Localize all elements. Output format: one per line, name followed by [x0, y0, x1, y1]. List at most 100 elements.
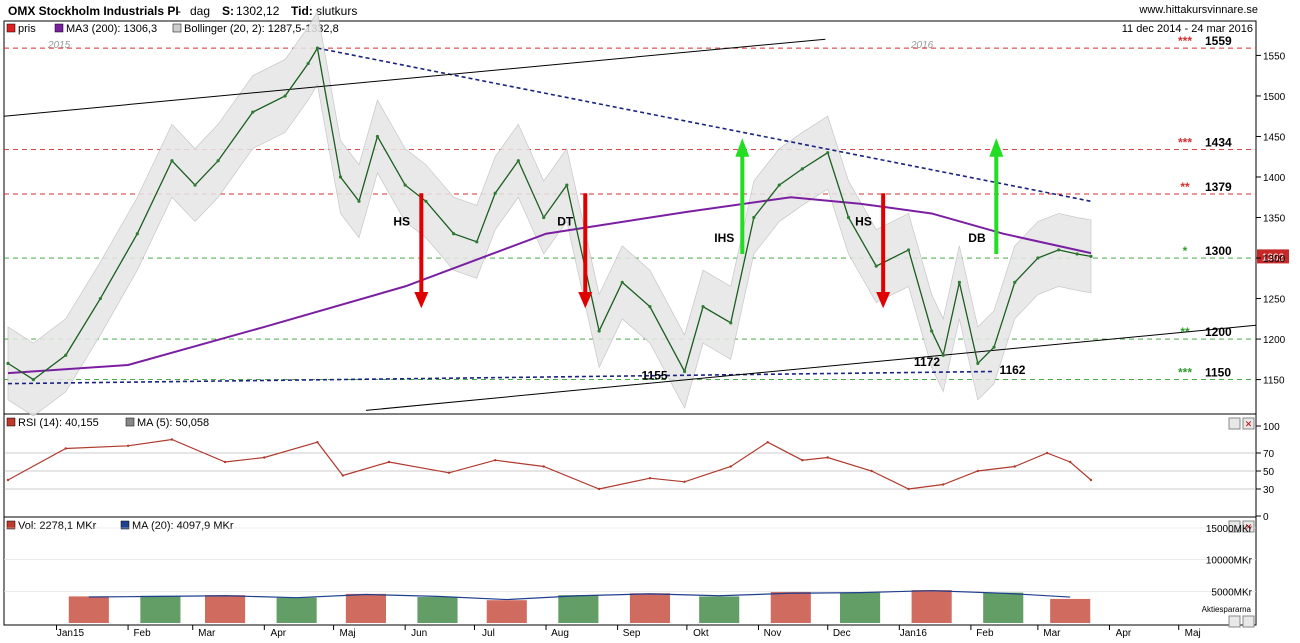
price-point — [800, 167, 804, 171]
rsi-point — [1013, 465, 1016, 468]
price-y-tick-label: 1400 — [1263, 173, 1286, 184]
pattern-label: HS — [393, 215, 410, 229]
tid-value: slutkurs — [316, 4, 358, 18]
close-icon: ✕ — [1245, 522, 1253, 532]
level-label: 1559 — [1205, 34, 1232, 48]
source-label: Aktiespararna — [1202, 605, 1252, 614]
sell-arrow-head — [876, 292, 891, 309]
current-price-tag — [1257, 249, 1289, 264]
price-point — [216, 159, 220, 163]
channel-line-upper — [3, 38, 826, 117]
rsi-panel-buttons: ✕ ✕ — [1228, 417, 1255, 628]
level-stars: ** — [1180, 180, 1190, 194]
rsi-point — [1089, 478, 1093, 482]
tid-label: Tid: — [291, 4, 313, 18]
period-label: dag — [190, 4, 211, 18]
price-point — [846, 215, 851, 220]
volume-bar — [1050, 598, 1091, 623]
price-point — [992, 345, 996, 349]
site-url[interactable]: www.hittakursvinnare.se — [1139, 4, 1258, 16]
current-price-label: 1302 — [1262, 252, 1285, 263]
rsi-point — [976, 469, 980, 473]
x-tick-label: Aug — [551, 628, 569, 639]
volume-bar — [840, 592, 881, 623]
legend-swatch-vol-ma — [120, 520, 130, 530]
buy-arrow-head — [989, 138, 1004, 157]
price-point — [6, 361, 10, 365]
price-point — [930, 329, 934, 333]
axes: 1150 1200 1250 1300 1350 1400 1450 1500 1550 0 30 5… — [55, 51, 1286, 639]
price-point — [31, 377, 36, 382]
price-point — [1036, 256, 1040, 260]
volume-bar — [486, 600, 527, 623]
legend-swatch-ma — [54, 23, 64, 33]
year-label-2015: 2015 — [47, 40, 71, 51]
volume-close-button[interactable] — [1242, 520, 1255, 533]
x-tick-label: Maj — [340, 628, 356, 639]
rsi-point — [387, 460, 391, 464]
pattern-label: DB — [968, 231, 986, 245]
price-point — [493, 191, 497, 195]
price-point — [906, 248, 911, 252]
price-line — [7, 46, 1092, 381]
price-point — [98, 296, 102, 301]
rsi-point — [941, 483, 945, 486]
legend-ma: MA3 (200): 1306,3 — [66, 23, 157, 35]
volume-bar — [68, 596, 109, 623]
price-point — [729, 321, 733, 325]
rsi-point — [316, 441, 319, 444]
instrument-name: OMX Stockholm Industrials PI — [8, 4, 179, 18]
legend-swatch-rsi — [6, 417, 16, 427]
legend-swatch-vol — [6, 520, 16, 530]
volume-plot — [4, 527, 1256, 623]
level-stars: *** — [1178, 366, 1192, 380]
level-stars: *** — [1178, 34, 1192, 48]
trendline — [317, 47, 1092, 203]
legend-swatch-rsi-ma — [125, 417, 135, 427]
price-point — [752, 215, 756, 220]
trendline — [7, 370, 995, 385]
pattern-label: HS — [855, 215, 872, 229]
x-tick-label: Okt — [693, 628, 709, 639]
x-tick-label: Sep — [623, 628, 641, 639]
x-tick-label: Mar — [198, 628, 216, 639]
price-point — [1089, 254, 1093, 258]
remove-panel-button[interactable] — [1242, 615, 1255, 628]
rsi-point — [6, 478, 10, 482]
volume-bar — [911, 590, 952, 623]
rsi-panel — [3, 413, 1257, 518]
buy-arrow-head — [735, 138, 750, 157]
legend-rsi-ma: MA (5): 50,058 — [137, 417, 209, 429]
rsi-close-button[interactable] — [1242, 417, 1255, 430]
rsi-point — [648, 477, 652, 480]
rsi-point — [542, 465, 545, 468]
volume-ma-line — [88, 590, 1071, 601]
price-point — [475, 240, 479, 244]
date-range: 11 dec 2014 - 24 mar 2016 — [1122, 23, 1253, 35]
volume-settings-button[interactable] — [1228, 520, 1241, 533]
rsi-point — [870, 469, 873, 473]
rsi-point — [766, 441, 769, 444]
price-point — [874, 264, 878, 268]
level-label: 1200 — [1205, 325, 1232, 339]
price-y-tick-label: 1200 — [1263, 335, 1286, 346]
legend-swatch-bollinger — [172, 23, 182, 33]
rsi-point — [729, 465, 732, 468]
rsi-point — [263, 456, 266, 459]
volume-bar — [699, 596, 740, 623]
price-point — [375, 134, 380, 139]
rsi-point — [1045, 451, 1049, 455]
price-point — [516, 159, 520, 163]
low-annotation: 1155 — [642, 369, 668, 383]
price-point — [620, 280, 624, 284]
price-point — [1057, 248, 1061, 252]
legend-pris: pris — [18, 23, 36, 35]
price-point — [135, 232, 139, 236]
price-point — [64, 353, 68, 357]
add-panel-button[interactable] — [1228, 615, 1241, 628]
rsi-settings-button[interactable] — [1228, 417, 1241, 430]
rsi-plot — [4, 438, 1256, 491]
rsi-point — [64, 447, 67, 450]
x-tick-label: Maj — [1185, 628, 1201, 639]
